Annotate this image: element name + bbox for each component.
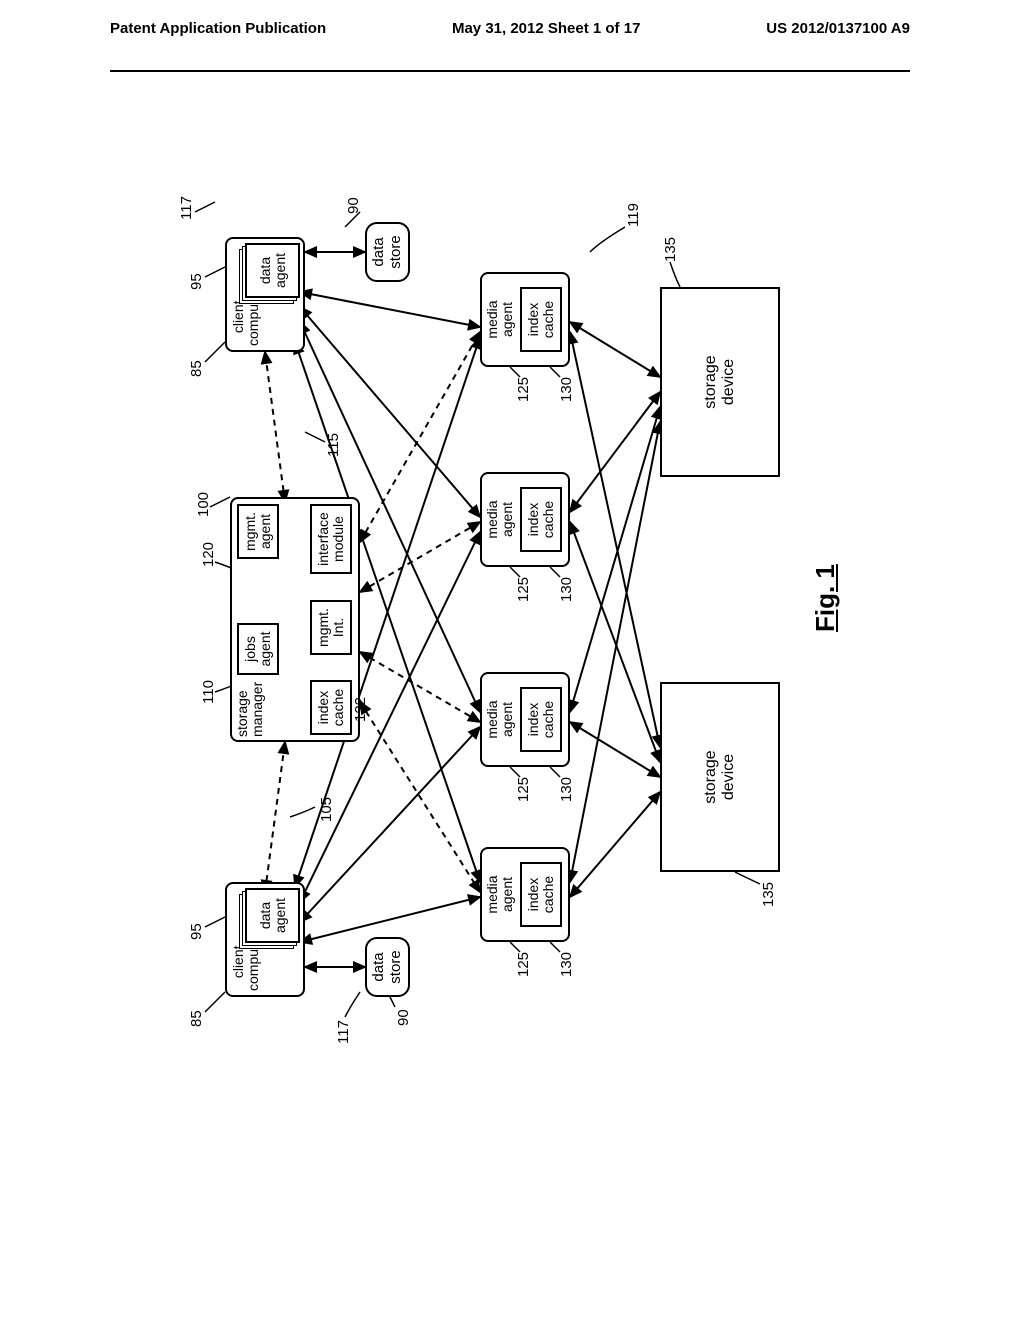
- interface-module: interface module: [310, 504, 352, 574]
- ref-135-left: 135: [760, 882, 777, 907]
- ref-110: 110: [200, 680, 217, 704]
- index-cache-2: index cache: [520, 687, 562, 752]
- index-cache-4: index cache: [520, 287, 562, 352]
- ref-90-right: 90: [345, 197, 362, 214]
- ref-130-3: 130: [558, 577, 575, 602]
- ref-85-right: 85: [188, 360, 205, 377]
- media-agent-3: media agent index cache: [480, 472, 570, 567]
- diagram-inner: client computer data agent 85 95 data st…: [170, 82, 850, 1122]
- header-right: US 2012/0137100 A9: [766, 20, 910, 37]
- index-cache-3: index cache: [520, 487, 562, 552]
- page-header: Patent Application Publication May 31, 2…: [110, 20, 910, 37]
- ref-122: 122: [352, 697, 369, 722]
- ref-135-right: 135: [662, 237, 679, 262]
- client-computer-right: client computer data agent: [225, 237, 305, 352]
- ref-120: 120: [200, 542, 217, 567]
- index-cache-sm: index cache: [310, 680, 352, 735]
- page-frame: Patent Application Publication May 31, 2…: [110, 70, 910, 1130]
- diagram-rotated-container: client computer data agent 85 95 data st…: [0, 262, 1024, 942]
- header-mid: May 31, 2012 Sheet 1 of 17: [452, 20, 640, 37]
- header-left: Patent Application Publication: [110, 20, 326, 37]
- ref-90-left: 90: [395, 1009, 412, 1026]
- ref-130-4: 130: [558, 377, 575, 402]
- media-agent-1: media agent index cache: [480, 847, 570, 942]
- ref-100: 100: [195, 492, 212, 517]
- ref-119: 119: [625, 203, 642, 227]
- ref-115: 115: [325, 433, 342, 457]
- ref-130-1: 130: [558, 952, 575, 977]
- media-agent-4: media agent index cache: [480, 272, 570, 367]
- mgmt-agent: mgmt. agent: [237, 504, 279, 559]
- ref-125-1: 125: [515, 952, 532, 977]
- ref-85-left: 85: [188, 1010, 205, 1027]
- data-store-left: data store: [365, 937, 410, 997]
- ref-117-right: 117: [178, 196, 195, 220]
- ref-125-4: 125: [515, 377, 532, 402]
- index-cache-1: index cache: [520, 862, 562, 927]
- ref-105: 105: [318, 797, 335, 822]
- storage-device-left: storage device: [660, 682, 780, 872]
- data-agent-left: data agent: [245, 888, 300, 943]
- ref-117-left: 117: [335, 1020, 352, 1044]
- storage-manager: storage manager jobs agent mgmt. agent i…: [230, 497, 360, 742]
- ref-130-2: 130: [558, 777, 575, 802]
- data-agent-right: data agent: [245, 243, 300, 298]
- storage-device-right: storage device: [660, 287, 780, 477]
- media-agent-label-1: media agent: [485, 875, 516, 913]
- media-agent-label-3: media agent: [485, 500, 516, 538]
- data-store-right: data store: [365, 222, 410, 282]
- ref-95-right: 95: [188, 273, 205, 290]
- media-agent-label-4: media agent: [485, 300, 516, 338]
- client-computer-left: client computer data agent: [225, 882, 305, 997]
- mgmt-int: mgmt. Int.: [310, 600, 352, 655]
- ref-95-left: 95: [188, 923, 205, 940]
- figure-label: Fig. 1: [810, 564, 841, 632]
- media-agent-2: media agent index cache: [480, 672, 570, 767]
- jobs-agent: jobs agent: [237, 623, 279, 675]
- ref-125-3: 125: [515, 577, 532, 602]
- media-agent-label-2: media agent: [485, 700, 516, 738]
- ref-125-2: 125: [515, 777, 532, 802]
- storage-manager-label: storage manager: [235, 682, 266, 737]
